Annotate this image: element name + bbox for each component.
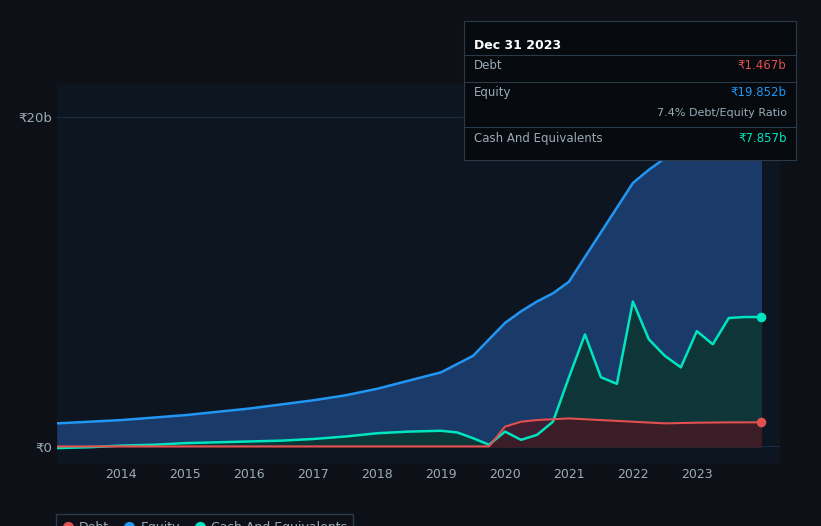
- Text: Cash And Equivalents: Cash And Equivalents: [474, 132, 603, 145]
- Point: [754, 418, 768, 427]
- Point: [754, 313, 768, 321]
- Text: Debt: Debt: [474, 59, 502, 73]
- Text: ₹1.467b: ₹1.467b: [738, 59, 787, 73]
- Text: ₹19.852b: ₹19.852b: [731, 86, 787, 99]
- Point: [754, 115, 768, 124]
- Text: Equity: Equity: [474, 86, 511, 99]
- Text: Dec 31 2023: Dec 31 2023: [474, 39, 561, 53]
- Text: 7.4% Debt/Equity Ratio: 7.4% Debt/Equity Ratio: [657, 108, 787, 118]
- Legend: Debt, Equity, Cash And Equivalents: Debt, Equity, Cash And Equivalents: [57, 514, 354, 526]
- Text: ₹7.857b: ₹7.857b: [738, 132, 787, 145]
